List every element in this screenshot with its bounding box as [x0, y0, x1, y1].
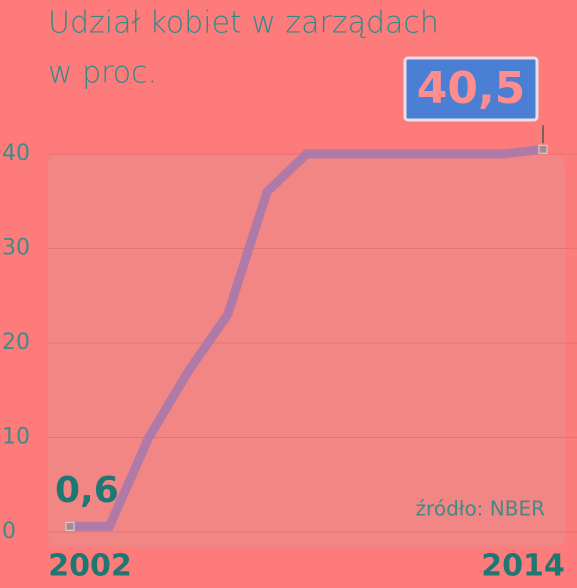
point-marker	[65, 521, 75, 531]
label-box	[403, 56, 539, 122]
y-tick-label: 10	[2, 425, 30, 450]
y-tick-label: 30	[2, 236, 30, 261]
y-tick-label: 40	[2, 141, 30, 166]
value-label: 40,5	[417, 63, 526, 114]
chart-title: Udział kobiet w zarządach	[48, 6, 439, 41]
x-tick-label: 2002	[48, 549, 132, 584]
data-line	[70, 144, 544, 531]
source-note: źródło: NBER	[416, 497, 546, 521]
y-tick-label: 20	[2, 330, 30, 355]
x-tick-label: 2014	[481, 549, 565, 584]
chart-subtitle: w proc.	[48, 56, 157, 91]
point-marker	[538, 144, 548, 154]
y-tick-label: 0	[2, 519, 16, 544]
plot-panel	[48, 155, 565, 547]
value-label: 0,6	[55, 470, 119, 511]
